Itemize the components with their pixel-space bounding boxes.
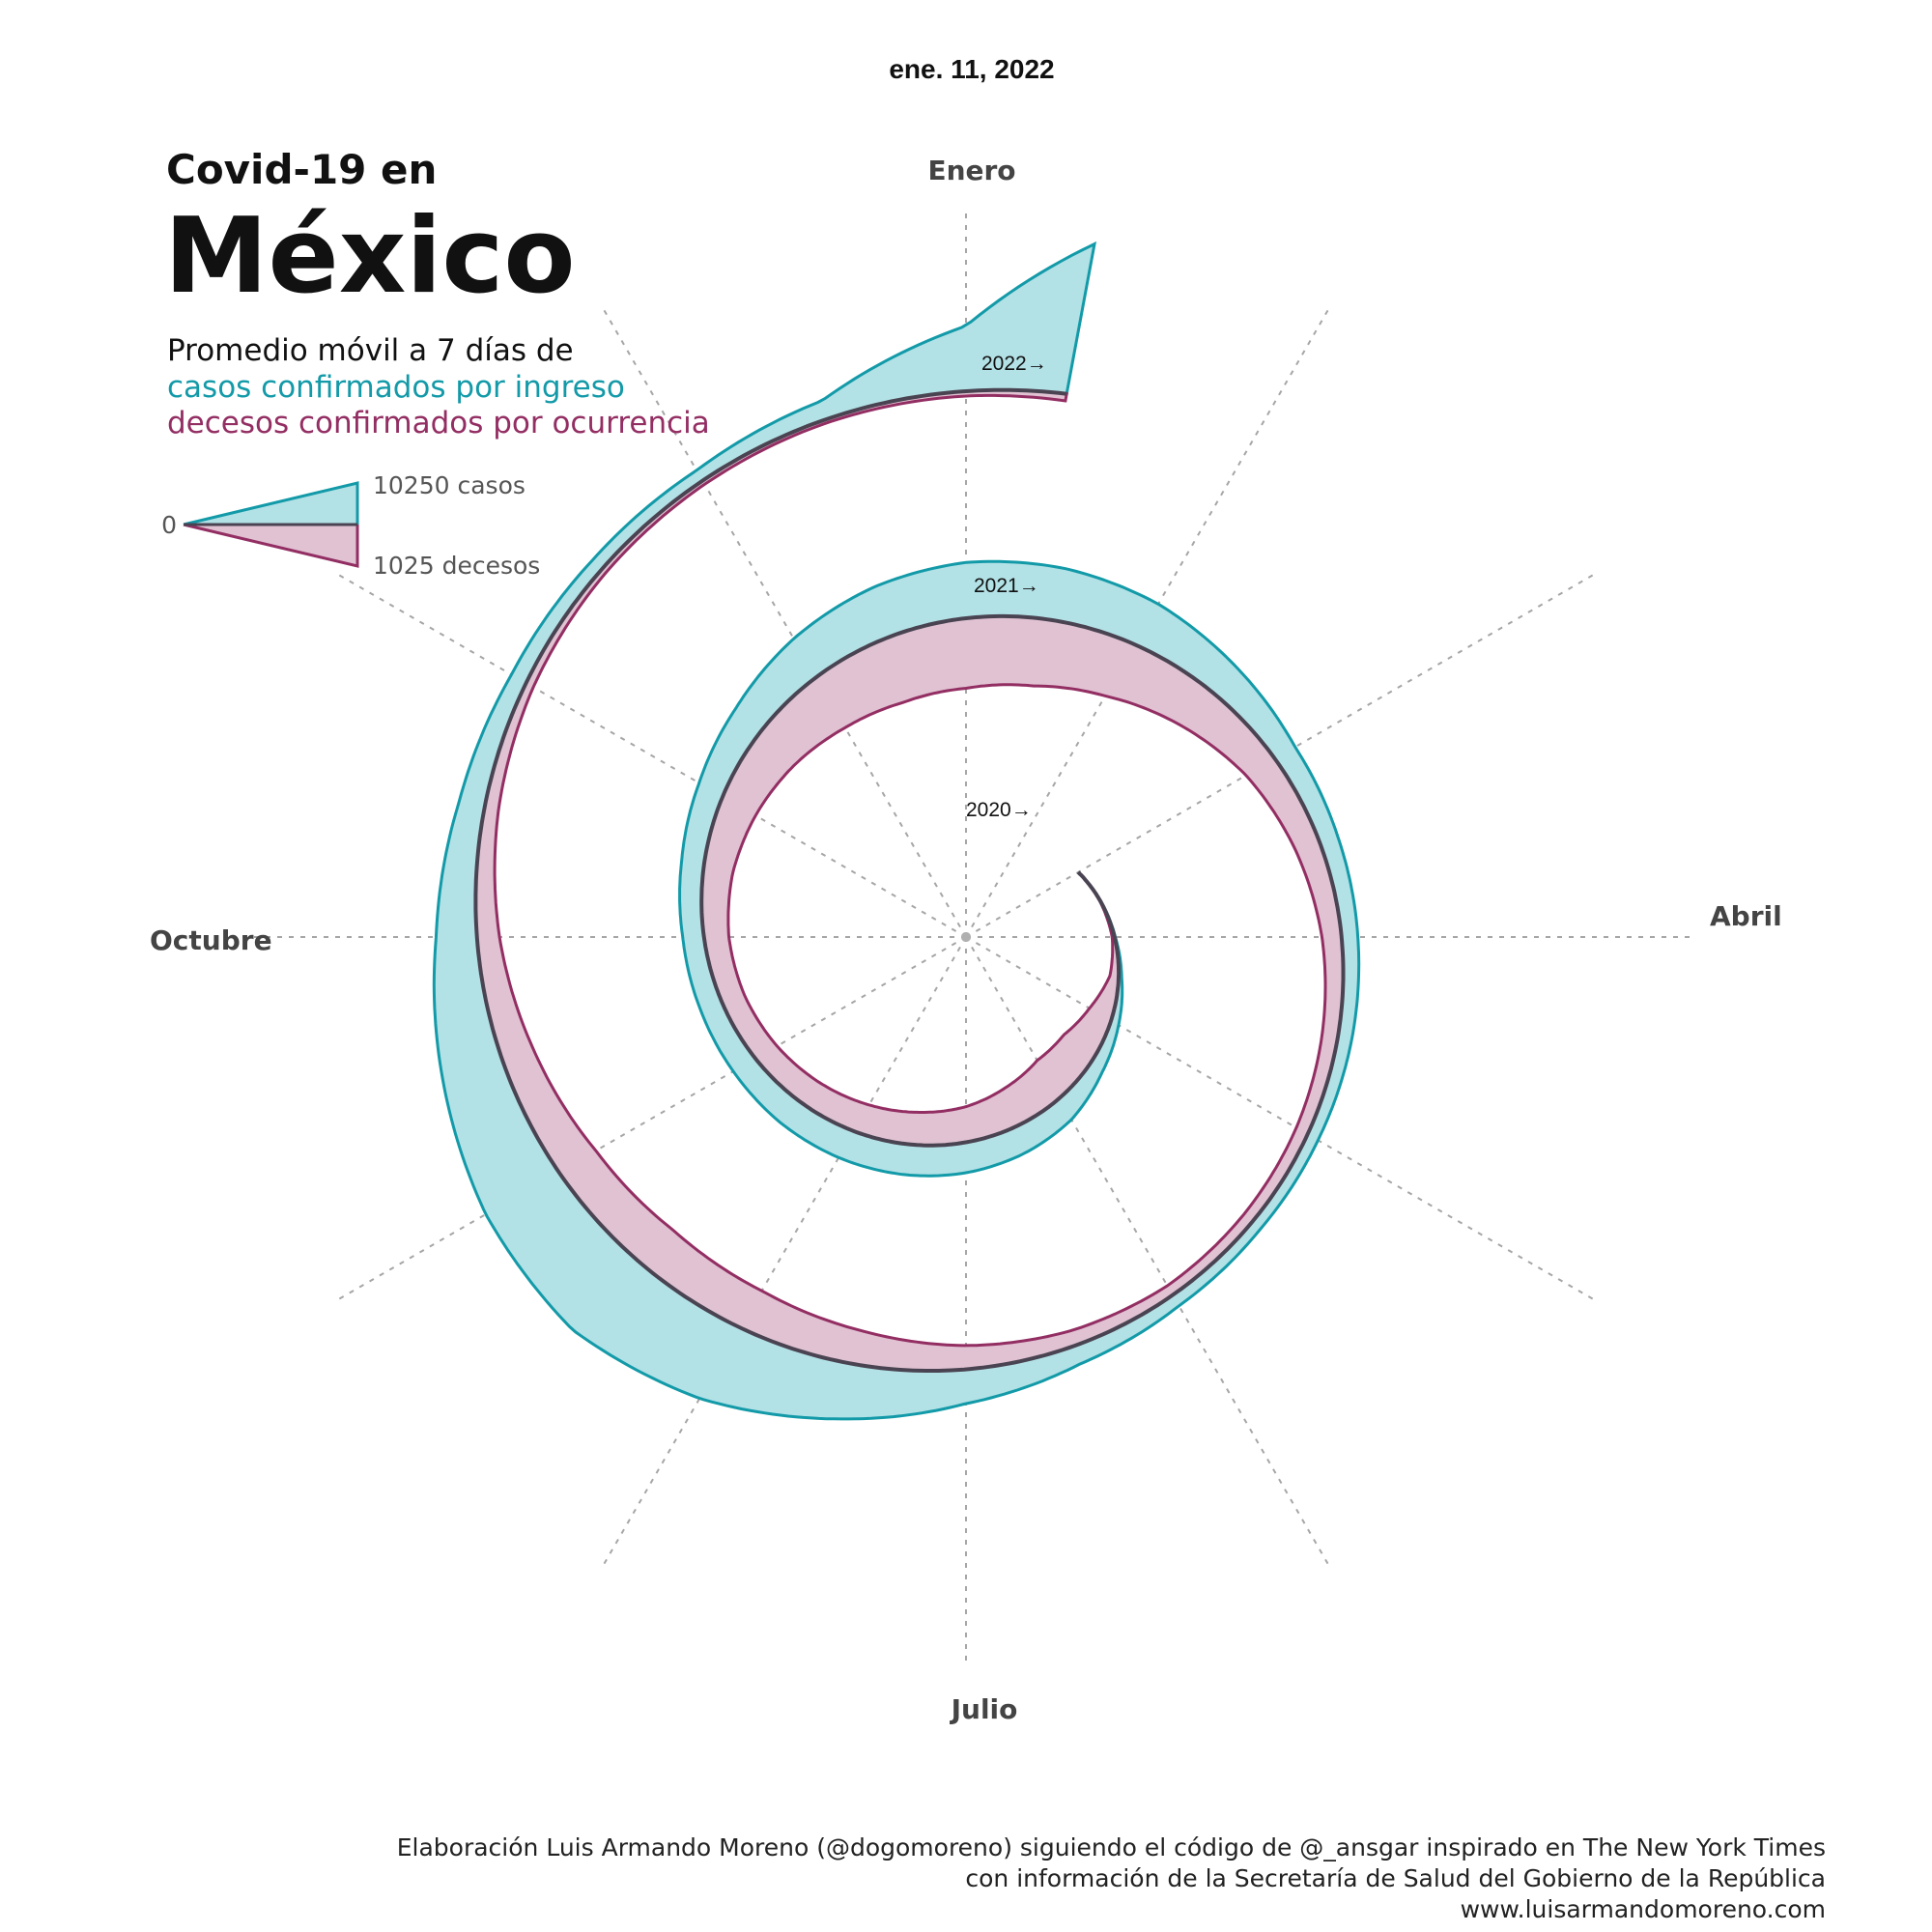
credit-line-3: www.luisarmandomoreno.com — [1461, 1895, 1826, 1923]
subtitle-line-2: casos confirmados por ingreso — [167, 370, 625, 405]
legend-deaths-label: 1025 decesos — [373, 552, 540, 580]
spiral-layers — [432, 241, 1361, 1421]
date-label: ene. 11, 2022 — [889, 54, 1054, 84]
year-label-2020: 2020→ — [966, 799, 1032, 821]
month-label-julio: Julio — [950, 1693, 1018, 1725]
spoke-month-8 — [603, 936, 967, 1566]
title-line-1: Covid-19 en — [166, 146, 437, 193]
year-label-2022: 2022→ — [981, 353, 1047, 375]
subtitle-line-3: decesos confirmados por ocurrencia — [167, 406, 710, 440]
month-label-enero: Enero — [927, 155, 1015, 186]
deaths-area — [473, 388, 1345, 1373]
spoke-month-9 — [337, 936, 967, 1300]
legend-cases-edge — [183, 481, 359, 526]
legend-zero-label: 0 — [161, 511, 177, 539]
month-label-octubre: Octubre — [150, 924, 272, 956]
spoke-month-6 — [965, 936, 1329, 1566]
spoke-month-11 — [337, 574, 967, 938]
month-label-abril: Abril — [1710, 900, 1782, 932]
year-label-2021: 2021→ — [974, 575, 1039, 597]
legend-deaths-edge — [183, 523, 359, 568]
credit-line-2: con información de la Secretaría de Salu… — [965, 1864, 1826, 1892]
legend-cases-label: 10250 casos — [373, 471, 526, 499]
month-spokes — [242, 213, 1690, 1662]
credit-line-1: Elaboración Luis Armando Moreno (@dogomo… — [397, 1833, 1826, 1861]
title-line-2: México — [164, 196, 576, 317]
spoke-month-12 — [603, 308, 967, 938]
baseline-spiral — [473, 387, 1346, 1373]
spoke-month-5 — [965, 936, 1595, 1300]
subtitle-line-1: Promedio móvil a 7 días de — [167, 333, 574, 368]
center-point — [961, 932, 971, 942]
legend: 0 10250 casos 1025 decesos — [161, 471, 540, 580]
